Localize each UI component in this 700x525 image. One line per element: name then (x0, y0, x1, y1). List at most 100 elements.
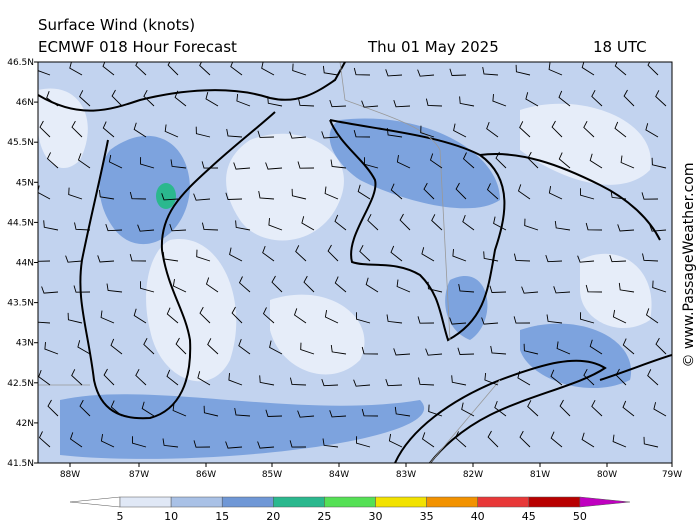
lon-label: 87W (129, 470, 149, 480)
barb (585, 284, 603, 293)
barb (622, 400, 635, 417)
barb (38, 431, 51, 448)
barb (581, 432, 595, 448)
lat-label: 42.5N (7, 379, 34, 389)
barb (580, 188, 595, 200)
barb (271, 275, 283, 293)
legend-label: 20 (266, 510, 280, 523)
barb (292, 63, 307, 76)
barb (46, 152, 59, 169)
barb (172, 403, 187, 417)
barb (482, 67, 499, 76)
barb (449, 68, 467, 76)
legend-swatch (426, 496, 478, 508)
barb (386, 127, 403, 138)
barb (330, 159, 347, 169)
barb (329, 99, 347, 108)
barb (612, 309, 627, 324)
barb (97, 255, 115, 263)
barb (580, 312, 595, 324)
barb (455, 182, 467, 200)
barb (69, 432, 83, 448)
barb (525, 92, 539, 107)
barb (545, 254, 563, 263)
barb (550, 369, 563, 386)
barb (519, 430, 531, 448)
barb (423, 182, 435, 200)
barb (458, 284, 475, 293)
barb (353, 379, 371, 387)
barb (396, 155, 411, 169)
barb (461, 402, 475, 417)
barb (513, 316, 531, 324)
barb (651, 157, 667, 169)
barb (550, 431, 563, 448)
barb (353, 67, 371, 76)
barb (193, 193, 211, 201)
barb (620, 155, 635, 169)
barb (229, 247, 243, 262)
barb (655, 90, 667, 107)
barb (105, 223, 123, 232)
barb (133, 122, 147, 138)
barb (257, 130, 275, 138)
legend-label: 45 (522, 510, 536, 523)
barb (100, 434, 115, 448)
barb (359, 244, 371, 262)
barb (492, 94, 507, 107)
legend-label: 50 (573, 510, 587, 523)
barb (431, 214, 443, 231)
legend-label: 30 (369, 510, 383, 523)
barb (298, 98, 315, 107)
legend-label: 40 (471, 510, 485, 523)
barb (653, 402, 667, 417)
legend-swatch (324, 496, 376, 508)
barb (262, 307, 275, 324)
barb (420, 125, 435, 138)
barb (647, 62, 659, 76)
barb (577, 255, 595, 263)
lon-label: 88W (60, 470, 80, 480)
barb (623, 89, 635, 107)
barb (361, 346, 379, 355)
barb (449, 317, 467, 325)
lat-label: 44.5N (7, 218, 34, 228)
barb (38, 185, 51, 200)
barb (324, 186, 339, 200)
barb (297, 161, 315, 169)
barb (300, 342, 315, 355)
barb (495, 151, 507, 169)
barb (238, 338, 251, 355)
barb (427, 281, 443, 293)
barb (385, 69, 403, 77)
barb (79, 90, 91, 107)
barb (645, 308, 659, 324)
lon-label: 83W (396, 470, 416, 480)
barb (421, 247, 435, 262)
barb (47, 399, 59, 417)
barb (609, 254, 627, 263)
barb (140, 157, 155, 169)
barb (225, 192, 243, 200)
legend-swatch (375, 496, 427, 508)
barb (614, 62, 627, 76)
barb (462, 152, 475, 169)
barb (615, 368, 627, 386)
barb (289, 440, 307, 448)
barb (614, 121, 627, 138)
barb (396, 279, 411, 293)
barb (69, 62, 83, 76)
barb (238, 276, 251, 293)
barb (265, 409, 283, 417)
barb (551, 120, 563, 138)
barb (289, 131, 307, 139)
barb (267, 96, 283, 107)
barb (417, 69, 435, 77)
barb (108, 154, 123, 169)
barb (388, 433, 403, 448)
barb (399, 213, 411, 231)
barb (365, 277, 379, 293)
barb (193, 440, 211, 448)
barb (65, 255, 83, 263)
barb (452, 249, 467, 262)
